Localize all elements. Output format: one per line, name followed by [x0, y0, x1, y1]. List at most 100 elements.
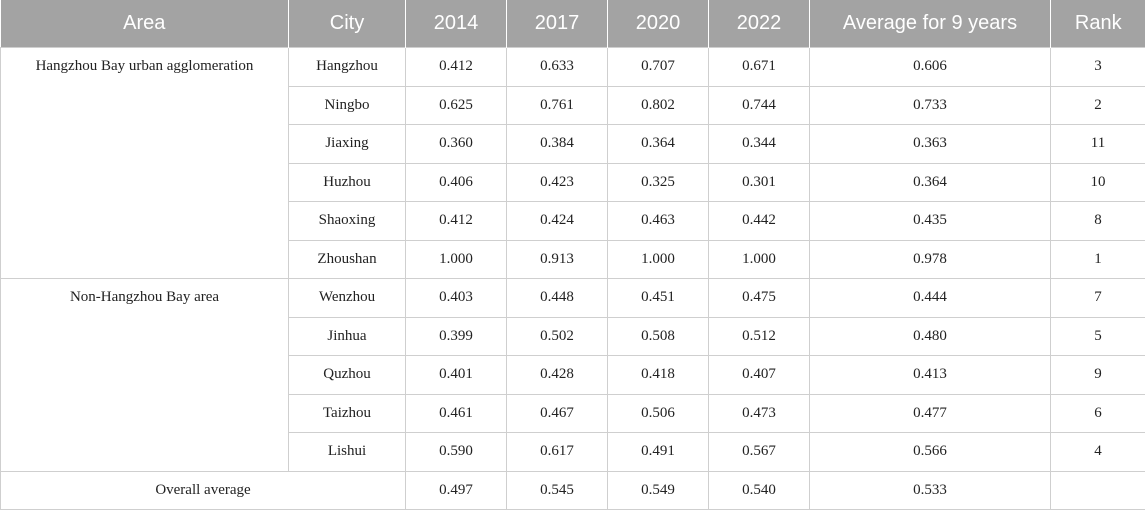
city-cell: Huzhou: [288, 162, 406, 202]
value-2017-cell: 0.423: [506, 162, 608, 202]
rank-cell: 8: [1050, 201, 1145, 241]
city-cell: Hangzhou: [288, 47, 406, 87]
overall-2017-cell: 0.545: [506, 470, 608, 510]
value-2020-cell: 0.707: [607, 47, 709, 87]
value-2017-cell: 0.633: [506, 47, 608, 87]
value-2017-cell: 0.424: [506, 201, 608, 241]
value-2014-cell: 1.000: [405, 239, 507, 279]
average-cell: 0.566: [809, 432, 1051, 472]
value-2022-cell: 0.671: [708, 47, 810, 87]
value-2020-cell: 1.000: [607, 239, 709, 279]
header-2014: 2014: [405, 0, 507, 48]
value-2014-cell: 0.401: [405, 355, 507, 395]
header-rank: Rank: [1050, 0, 1145, 48]
header-area: Area: [0, 0, 289, 48]
value-2014-cell: 0.403: [405, 278, 507, 318]
value-2014-cell: 0.406: [405, 162, 507, 202]
table-body: Hangzhou Bay urban agglomeration Hangzhou…: [0, 47, 1145, 510]
city-cell: Wenzhou: [288, 278, 406, 318]
value-2014-cell: 0.399: [405, 316, 507, 356]
average-cell: 0.477: [809, 393, 1051, 433]
rank-cell: 5: [1050, 316, 1145, 356]
city-cell: Taizhou: [288, 393, 406, 433]
rank-cell: 3: [1050, 47, 1145, 87]
value-2022-cell: 0.473: [708, 393, 810, 433]
value-2017-cell: 0.448: [506, 278, 608, 318]
value-2020-cell: 0.506: [607, 393, 709, 433]
header-city: City: [288, 0, 406, 48]
value-2014-cell: 0.412: [405, 201, 507, 241]
overall-2020-cell: 0.549: [607, 470, 709, 510]
value-2020-cell: 0.364: [607, 124, 709, 164]
value-2017-cell: 0.502: [506, 316, 608, 356]
city-cell: Shaoxing: [288, 201, 406, 241]
header-2017: 2017: [506, 0, 608, 48]
table-row: Non-Hangzhou Bay area Wenzhou 0.403 0.448 0.…: [0, 278, 1145, 472]
value-2020-cell: 0.451: [607, 278, 709, 318]
value-2022-cell: 0.301: [708, 162, 810, 202]
area-cell: Non-Hangzhou Bay area: [0, 278, 289, 472]
average-cell: 0.435: [809, 201, 1051, 241]
value-2017-cell: 0.467: [506, 393, 608, 433]
city-cell: Ningbo: [288, 85, 406, 125]
table-row: Zhoushan 1.000 0.913 1.000 1.000 0.978 1: [1, 239, 1145, 279]
average-cell: 0.444: [809, 278, 1051, 318]
table-row: Ningbo 0.625 0.761 0.802 0.744 0.733 2: [1, 85, 1145, 125]
rank-cell: 9: [1050, 355, 1145, 395]
value-2017-cell: 0.913: [506, 239, 608, 279]
value-2022-cell: 0.442: [708, 201, 810, 241]
value-2020-cell: 0.463: [607, 201, 709, 241]
average-cell: 0.606: [809, 47, 1051, 87]
overall-2022-cell: 0.540: [708, 470, 810, 510]
rank-cell: 10: [1050, 162, 1145, 202]
value-2022-cell: 0.512: [708, 316, 810, 356]
rank-cell: 4: [1050, 432, 1145, 472]
overall-label: Overall average: [0, 470, 406, 510]
area-cell: Hangzhou Bay urban agglomeration: [0, 47, 289, 279]
average-cell: 0.480: [809, 316, 1051, 356]
overall-average-cell: 0.533: [809, 470, 1051, 510]
value-2022-cell: 0.344: [708, 124, 810, 164]
value-2014-cell: 0.412: [405, 47, 507, 87]
header-average: Average for 9 years: [809, 0, 1051, 48]
table-row: Jiaxing 0.360 0.384 0.364 0.344 0.363 11: [1, 124, 1145, 164]
value-2022-cell: 0.567: [708, 432, 810, 472]
overall-rank-cell: [1050, 470, 1145, 510]
city-cell: Jiaxing: [288, 124, 406, 164]
header-2022: 2022: [708, 0, 810, 48]
value-2014-cell: 0.360: [405, 124, 507, 164]
value-2022-cell: 0.744: [708, 85, 810, 125]
value-2017-cell: 0.761: [506, 85, 608, 125]
value-2017-cell: 0.384: [506, 124, 608, 164]
value-2020-cell: 0.802: [607, 85, 709, 125]
table-row: Lishui 0.590 0.617 0.491 0.567 0.566 4: [1, 432, 1145, 472]
value-2020-cell: 0.418: [607, 355, 709, 395]
value-2020-cell: 0.491: [607, 432, 709, 472]
average-cell: 0.363: [809, 124, 1051, 164]
average-cell: 0.733: [809, 85, 1051, 125]
rank-cell: 11: [1050, 124, 1145, 164]
rank-cell: 2: [1050, 85, 1145, 125]
value-2014-cell: 0.590: [405, 432, 507, 472]
overall-2014-cell: 0.497: [405, 470, 507, 510]
rank-cell: 1: [1050, 239, 1145, 279]
value-2020-cell: 0.508: [607, 316, 709, 356]
rank-cell: 7: [1050, 278, 1145, 318]
rank-cell: 6: [1050, 393, 1145, 433]
value-2017-cell: 0.617: [506, 432, 608, 472]
average-cell: 0.413: [809, 355, 1051, 395]
value-2022-cell: 0.407: [708, 355, 810, 395]
value-2014-cell: 0.461: [405, 393, 507, 433]
value-2022-cell: 0.475: [708, 278, 810, 318]
value-2022-cell: 1.000: [708, 239, 810, 279]
average-cell: 0.978: [809, 239, 1051, 279]
city-cell: Jinhua: [288, 316, 406, 356]
table-row: Jinhua 0.399 0.502 0.508 0.512 0.480 5: [1, 316, 1145, 356]
overall-row: Overall average 0.497 0.545 0.549 0.540 0.533: [0, 470, 1145, 510]
value-2017-cell: 0.428: [506, 355, 608, 395]
header-2020: 2020: [607, 0, 709, 48]
city-cell: Quzhou: [288, 355, 406, 395]
average-cell: 0.364: [809, 162, 1051, 202]
table-row: Hangzhou Bay urban agglomeration Hangzhou…: [0, 47, 1145, 279]
